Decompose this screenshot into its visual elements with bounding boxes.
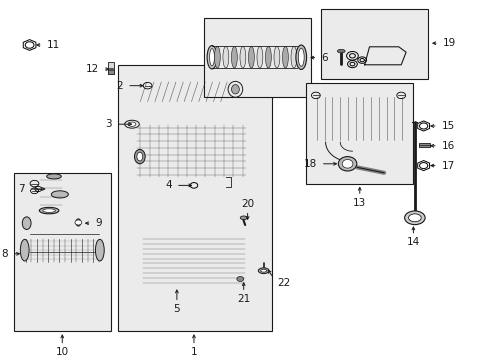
Ellipse shape <box>124 120 139 128</box>
Bar <box>118 65 271 331</box>
Text: 13: 13 <box>352 198 366 208</box>
Ellipse shape <box>257 46 262 68</box>
Polygon shape <box>239 225 254 241</box>
Ellipse shape <box>51 191 68 198</box>
Ellipse shape <box>42 209 55 212</box>
Ellipse shape <box>338 157 356 171</box>
Ellipse shape <box>207 45 217 69</box>
FancyBboxPatch shape <box>18 234 106 266</box>
Text: 7: 7 <box>19 184 25 194</box>
Bar <box>30 202 98 286</box>
Text: 8: 8 <box>1 249 8 259</box>
Ellipse shape <box>20 239 29 261</box>
Bar <box>138 234 249 288</box>
Ellipse shape <box>137 152 142 161</box>
Ellipse shape <box>248 46 254 68</box>
Bar <box>203 18 310 97</box>
Text: 17: 17 <box>441 161 454 171</box>
Text: 9: 9 <box>95 218 102 228</box>
Ellipse shape <box>22 217 31 229</box>
Ellipse shape <box>337 49 345 53</box>
Text: 5: 5 <box>173 304 180 314</box>
Ellipse shape <box>46 174 61 179</box>
Ellipse shape <box>407 214 420 222</box>
Bar <box>418 143 428 147</box>
Polygon shape <box>133 122 249 180</box>
Ellipse shape <box>128 122 136 126</box>
Ellipse shape <box>134 149 145 164</box>
Ellipse shape <box>76 219 81 226</box>
Text: 20: 20 <box>241 199 254 209</box>
Text: 22: 22 <box>277 278 290 288</box>
Bar <box>137 125 245 177</box>
Ellipse shape <box>404 211 424 225</box>
Circle shape <box>75 220 81 225</box>
Ellipse shape <box>240 46 245 68</box>
Ellipse shape <box>265 46 271 68</box>
Circle shape <box>236 276 243 282</box>
Text: 19: 19 <box>442 38 455 48</box>
Text: 11: 11 <box>46 40 60 50</box>
Ellipse shape <box>231 85 239 94</box>
Polygon shape <box>235 269 244 281</box>
Ellipse shape <box>223 46 228 68</box>
Ellipse shape <box>273 46 279 68</box>
Ellipse shape <box>342 159 352 168</box>
Ellipse shape <box>227 81 242 97</box>
Ellipse shape <box>258 268 268 274</box>
Text: 3: 3 <box>105 119 112 129</box>
Bar <box>305 83 412 184</box>
Text: 15: 15 <box>441 121 454 131</box>
Text: 2: 2 <box>116 81 123 91</box>
Bar <box>14 173 111 331</box>
Bar <box>142 237 245 285</box>
Polygon shape <box>138 81 230 103</box>
Polygon shape <box>21 194 103 292</box>
Polygon shape <box>36 176 64 209</box>
Text: 4: 4 <box>165 180 172 190</box>
Text: 18: 18 <box>303 159 316 169</box>
Bar <box>320 9 427 79</box>
Text: 10: 10 <box>56 347 69 357</box>
Ellipse shape <box>214 46 220 68</box>
Ellipse shape <box>39 207 59 214</box>
FancyBboxPatch shape <box>309 94 408 144</box>
Text: 6: 6 <box>321 53 327 63</box>
Text: 16: 16 <box>441 141 454 151</box>
Ellipse shape <box>282 46 288 68</box>
Text: 1: 1 <box>190 347 197 357</box>
Ellipse shape <box>290 46 296 68</box>
Text: 12: 12 <box>85 64 99 74</box>
Ellipse shape <box>295 45 306 69</box>
Text: 14: 14 <box>406 237 419 247</box>
Ellipse shape <box>231 46 237 68</box>
Bar <box>107 62 114 74</box>
Ellipse shape <box>260 269 266 272</box>
Ellipse shape <box>240 216 246 220</box>
Text: 21: 21 <box>237 294 250 304</box>
Ellipse shape <box>209 49 214 66</box>
Ellipse shape <box>95 239 104 261</box>
Bar <box>107 70 114 74</box>
Ellipse shape <box>298 48 304 66</box>
